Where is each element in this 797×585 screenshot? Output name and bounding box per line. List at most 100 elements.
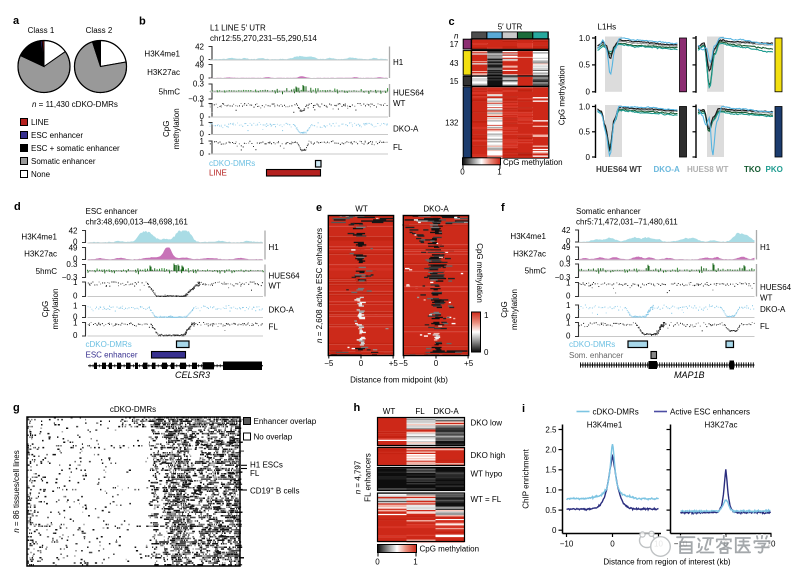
svg-text:Distance from midpoint (kb): Distance from midpoint (kb) (350, 376, 448, 385)
svg-text:Active ESC enhancers: Active ESC enhancers (670, 408, 750, 417)
svg-text:132: 132 (445, 118, 459, 127)
svg-text:methylation: methylation (510, 289, 519, 330)
svg-text:Enhancer overlap: Enhancer overlap (254, 417, 317, 426)
svg-text:1.5: 1.5 (545, 466, 557, 475)
svg-text:WT: WT (355, 205, 368, 214)
svg-text:Class 1: Class 1 (28, 26, 55, 35)
svg-text:5hmC: 5hmC (159, 87, 181, 96)
svg-text:H3K4me1: H3K4me1 (587, 421, 623, 430)
svg-text:2.5: 2.5 (545, 425, 557, 434)
svg-text:1: 1 (566, 278, 571, 287)
svg-text:1: 1 (497, 168, 502, 177)
svg-text:DKO-A: DKO-A (433, 407, 459, 416)
svg-text:CpG methylation: CpG methylation (420, 545, 480, 554)
svg-text:d: d (14, 201, 21, 213)
svg-text:DKO-A: DKO-A (423, 205, 449, 214)
svg-text:ESC enhancer: ESC enhancer (86, 207, 138, 216)
svg-text:0: 0 (73, 255, 78, 264)
svg-text:n: n (454, 32, 459, 41)
svg-text:2.0: 2.0 (545, 445, 557, 454)
svg-text:−5: −5 (399, 359, 409, 368)
svg-text:L1Hs: L1Hs (598, 23, 617, 32)
svg-text:49: 49 (195, 60, 204, 69)
svg-text:Distance from region of intere: Distance from region of interest (kb) (603, 558, 730, 567)
svg-text:H3K4me1: H3K4me1 (21, 233, 57, 242)
svg-text:1: 1 (73, 278, 78, 287)
svg-text:Class 2: Class 2 (86, 26, 113, 35)
svg-text:DKO-A: DKO-A (269, 306, 295, 315)
svg-text:n = 11,430 cDKO-DMRs: n = 11,430 cDKO-DMRs (32, 100, 118, 109)
svg-text:H3K27ac: H3K27ac (705, 421, 738, 430)
svg-text:cDKO-DMRs: cDKO-DMRs (593, 408, 639, 417)
svg-text:FL: FL (760, 322, 770, 331)
svg-text:0: 0 (610, 540, 615, 549)
svg-text:H3K27ac: H3K27ac (147, 68, 180, 77)
svg-text:5hmC: 5hmC (36, 267, 58, 276)
svg-text:WT: WT (269, 282, 282, 291)
svg-text:CpG: CpG (162, 121, 171, 137)
svg-text:1: 1 (484, 311, 489, 320)
svg-text:g: g (13, 402, 20, 414)
svg-text:15: 15 (450, 77, 459, 86)
svg-text:CELSR3: CELSR3 (175, 370, 210, 380)
svg-text:0: 0 (484, 348, 489, 357)
svg-text:5hmC: 5hmC (525, 267, 547, 276)
svg-text:FL: FL (415, 407, 425, 416)
svg-text:cDKO-DMRs: cDKO-DMRs (86, 340, 132, 349)
svg-text:None: None (31, 170, 51, 179)
svg-text:CD19+ B cells: CD19+ B cells (250, 487, 299, 496)
svg-text:0.3: 0.3 (559, 260, 571, 269)
svg-text:FL enhancers: FL enhancers (364, 453, 373, 502)
svg-text:DKO low: DKO low (471, 419, 503, 428)
svg-text:ESC enhancer: ESC enhancer (86, 351, 138, 360)
svg-text:1: 1 (566, 301, 571, 310)
svg-text:0: 0 (200, 130, 205, 139)
svg-text:CpG: CpG (41, 301, 50, 317)
svg-text:−5: −5 (324, 359, 334, 368)
svg-text:chr3:48,690,013–48,698,161: chr3:48,690,013–48,698,161 (86, 218, 189, 227)
svg-text:DKO-A: DKO-A (760, 305, 786, 314)
svg-text:LINE: LINE (209, 169, 227, 178)
svg-text:Somatic enhancer: Somatic enhancer (576, 207, 641, 216)
svg-text:−10: −10 (560, 540, 574, 549)
svg-text:chr12:55,270,231–55,290,514: chr12:55,270,231–55,290,514 (210, 34, 317, 43)
svg-text:0.5: 0.5 (545, 506, 557, 515)
svg-text:Som. enhancer: Som. enhancer (569, 351, 624, 360)
svg-text:HUES64: HUES64 (393, 89, 425, 98)
svg-text:i: i (522, 403, 525, 415)
svg-text:HUES64 WT: HUES64 WT (596, 165, 642, 174)
svg-text:+5: +5 (389, 359, 399, 368)
svg-text:0: 0 (200, 149, 205, 158)
svg-text:HUES64: HUES64 (269, 272, 301, 281)
svg-text:DKO high: DKO high (471, 451, 506, 460)
svg-text:H1: H1 (269, 243, 280, 252)
svg-text:Somatic enhancer: Somatic enhancer (31, 157, 96, 166)
svg-text:chr5:71,472,031–71,480,611: chr5:71,472,031–71,480,611 (576, 218, 678, 227)
svg-text:0.3: 0.3 (66, 260, 78, 269)
svg-text:h: h (354, 402, 361, 414)
svg-text:42: 42 (195, 42, 204, 51)
svg-text:L1 LINE 5′ UTR: L1 LINE 5′ UTR (210, 24, 266, 33)
svg-text:0: 0 (460, 168, 465, 177)
svg-text:0: 0 (73, 313, 78, 322)
svg-text:WT: WT (393, 99, 406, 108)
svg-text:CpG methylation: CpG methylation (503, 158, 563, 167)
svg-text:−0.3: −0.3 (188, 95, 204, 104)
svg-text:0: 0 (566, 332, 571, 341)
svg-text:c: c (449, 16, 455, 28)
svg-text:1: 1 (200, 99, 205, 108)
svg-text:0: 0 (566, 255, 571, 264)
svg-text:0: 0 (375, 558, 380, 567)
svg-text:1: 1 (200, 137, 205, 146)
svg-text:a: a (13, 15, 20, 27)
svg-text:1: 1 (200, 118, 205, 127)
svg-text:DKO-A: DKO-A (654, 165, 680, 174)
svg-text:FL: FL (269, 323, 279, 332)
svg-text:HUES64: HUES64 (760, 283, 792, 292)
svg-text:0: 0 (200, 73, 205, 82)
svg-text:42: 42 (69, 226, 78, 235)
svg-text:WT: WT (383, 407, 396, 416)
svg-text:−0.3: −0.3 (555, 273, 571, 282)
svg-text:49: 49 (69, 243, 78, 252)
svg-text:−0.3: −0.3 (62, 273, 78, 282)
